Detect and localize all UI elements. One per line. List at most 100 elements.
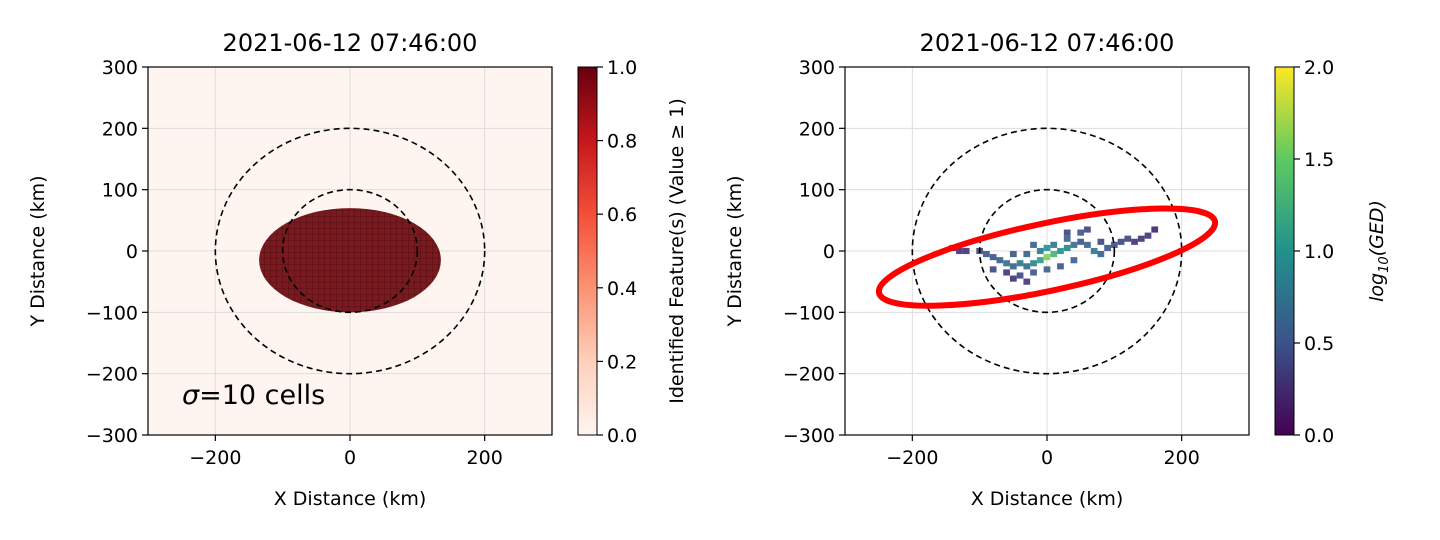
sigma-text: =10 cells bbox=[199, 380, 325, 411]
ged-cell bbox=[1110, 241, 1118, 248]
y-tick-label: 0 bbox=[823, 241, 835, 263]
colorbar-tick-label: 0.6 bbox=[607, 204, 637, 226]
ged-cell bbox=[1070, 241, 1078, 248]
ged-cell bbox=[1063, 244, 1071, 251]
ged-cell bbox=[1117, 238, 1125, 245]
colorbar-tick-label: 0.8 bbox=[607, 131, 637, 153]
y-tick-label: 200 bbox=[799, 118, 835, 140]
x-tick-label: 200 bbox=[467, 447, 503, 469]
y-tick-label: 100 bbox=[799, 180, 835, 202]
ged-cell bbox=[1131, 238, 1138, 245]
range-circle bbox=[214, 127, 486, 375]
colorbar-tick-label: 0.5 bbox=[1304, 333, 1334, 355]
ged-cell bbox=[1151, 226, 1159, 233]
range-circle bbox=[978, 188, 1116, 314]
range-circle bbox=[281, 188, 419, 314]
ged-cell bbox=[956, 247, 963, 255]
ged-cell bbox=[989, 266, 997, 273]
ged-cell bbox=[1036, 247, 1044, 255]
ged-cell bbox=[1043, 244, 1051, 251]
ged-cell bbox=[1016, 260, 1024, 267]
colorbar-ticks: 0.0 0.2 0.4 0.6 0.8 1.0 bbox=[597, 57, 637, 447]
colorbar-label-arg: (GED) bbox=[1366, 200, 1388, 256]
identified-feature bbox=[259, 208, 441, 313]
colorbar-tick-label: 1.0 bbox=[607, 57, 637, 79]
y-tick-label: −300 bbox=[783, 425, 835, 447]
ged-cell bbox=[1009, 251, 1017, 258]
y-tick-label: 300 bbox=[102, 57, 138, 79]
ged-cell bbox=[1023, 251, 1031, 258]
ged-cell bbox=[1063, 229, 1071, 236]
x-tick-label: 0 bbox=[1041, 447, 1053, 469]
ged-cell bbox=[1097, 251, 1105, 258]
ged-cell bbox=[1124, 235, 1132, 242]
ged-cell bbox=[1009, 275, 1017, 282]
ged-cell bbox=[1050, 241, 1058, 248]
ged-cell bbox=[1030, 269, 1037, 276]
ged-cell bbox=[1057, 263, 1064, 270]
ged-cell bbox=[1023, 263, 1031, 270]
ged-cell bbox=[1144, 232, 1152, 239]
colorbar-label-base: log bbox=[1366, 273, 1388, 302]
ged-cells bbox=[949, 226, 1159, 285]
ged-cell bbox=[1023, 278, 1031, 285]
y-tick-label: 300 bbox=[799, 57, 835, 79]
x-tick-label: 200 bbox=[1164, 447, 1200, 469]
x-axis-label: X Distance (km) bbox=[971, 488, 1124, 510]
ged-cell bbox=[1003, 260, 1010, 267]
colorbar bbox=[577, 66, 598, 436]
ged-cell bbox=[1043, 266, 1051, 273]
colorbar-tick-label: 0.2 bbox=[607, 351, 637, 373]
y-tick-label: 200 bbox=[102, 118, 138, 140]
ged-cell bbox=[1070, 257, 1078, 264]
panel-title: 2021-06-12 07:46:00 bbox=[920, 29, 1175, 57]
x-tick-label: −200 bbox=[886, 447, 938, 469]
ged-cell bbox=[1084, 241, 1091, 248]
fitted-ellipse bbox=[875, 205, 1219, 309]
ged-cell bbox=[1036, 257, 1044, 264]
ged-cell bbox=[1097, 238, 1105, 245]
colorbar-label: Identified Feature(s) (Value ≥ 1) bbox=[666, 98, 688, 404]
y-tick-label: −200 bbox=[86, 364, 138, 386]
y-tick-label: 0 bbox=[126, 241, 138, 263]
ged-cell bbox=[1030, 241, 1037, 248]
colorbar bbox=[1274, 66, 1295, 436]
y-tick-label: −100 bbox=[783, 302, 835, 324]
colorbar-label-sub: 10 bbox=[1377, 256, 1392, 273]
colorbar-tick-label: 1.5 bbox=[1304, 149, 1334, 171]
ged-cell bbox=[996, 257, 1004, 264]
ged-panel: 2021-06-12 07:46:00 −200 0 200 −300 −200 −100… bbox=[724, 29, 1392, 510]
colorbar-tick-label: 1.0 bbox=[1304, 241, 1334, 263]
sigma-symbol: σ bbox=[182, 380, 200, 411]
x-tick-label: 0 bbox=[344, 447, 356, 469]
ged-cell bbox=[1077, 229, 1085, 236]
sigma-annotation: σ=10 cells bbox=[182, 380, 325, 411]
colorbar-tick-label: 0.0 bbox=[607, 425, 637, 447]
ged-cell bbox=[1009, 263, 1017, 270]
colorbar-tick-label: 0.0 bbox=[1304, 425, 1334, 447]
panel-title: 2021-06-12 07:46:00 bbox=[223, 29, 478, 57]
ged-cell bbox=[1050, 251, 1058, 258]
colorbar-tick-label: 2.0 bbox=[1304, 57, 1334, 79]
y-tick-label: −100 bbox=[86, 302, 138, 324]
ged-cell bbox=[1030, 260, 1037, 267]
ged-cell bbox=[1063, 235, 1071, 242]
ged-cell bbox=[1043, 254, 1051, 261]
axis-ticks: −200 0 200 −300 −200 −100 0 100 200 300 bbox=[783, 57, 1200, 469]
ged-cell bbox=[1016, 272, 1024, 279]
y-axis-label: Y Distance (km) bbox=[27, 175, 49, 327]
range-circles bbox=[214, 127, 486, 375]
y-tick-label: −300 bbox=[86, 425, 138, 447]
colorbar-tick-label: 0.4 bbox=[607, 278, 637, 300]
ged-cell bbox=[983, 251, 990, 258]
colorbar-ticks: 0.0 0.5 1.0 1.5 2.0 bbox=[1294, 57, 1334, 447]
y-tick-label: −200 bbox=[783, 364, 835, 386]
ged-cell bbox=[1077, 238, 1085, 245]
ged-cell bbox=[1003, 269, 1010, 276]
colorbar-label: log10(GED) bbox=[1366, 200, 1392, 302]
ged-cell bbox=[1137, 235, 1145, 242]
y-axis-label: Y Distance (km) bbox=[724, 175, 746, 327]
ged-cell bbox=[1104, 244, 1111, 251]
axis-ticks: −200 0 200 −300 −200 −100 0 100 200 300 bbox=[86, 57, 503, 469]
